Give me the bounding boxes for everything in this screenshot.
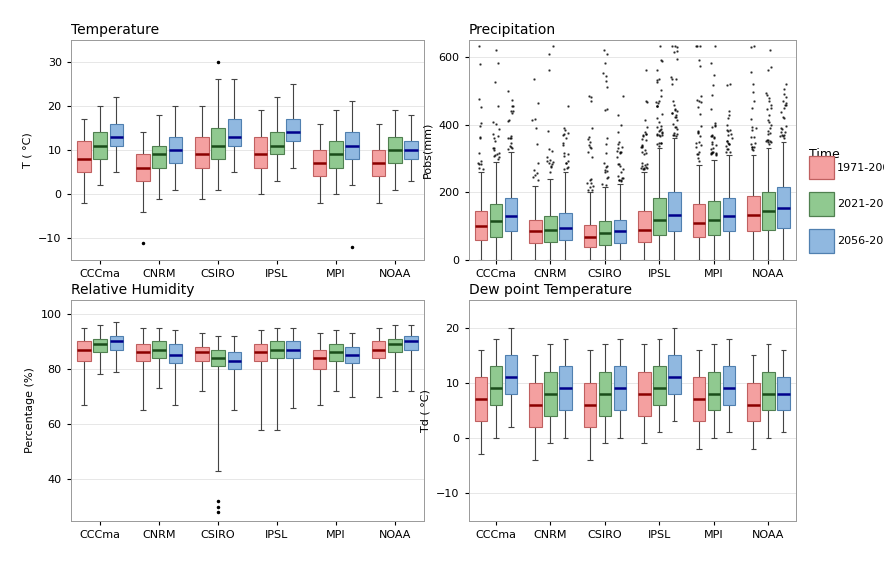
Bar — [227, 119, 241, 145]
Bar — [110, 336, 123, 350]
Bar — [529, 220, 542, 243]
Bar — [583, 225, 596, 247]
Bar — [762, 192, 774, 230]
Y-axis label: T ( °C): T ( °C) — [23, 132, 33, 168]
Bar — [271, 132, 284, 155]
Bar — [136, 344, 149, 361]
Text: 2021-2055: 2021-2055 — [837, 199, 884, 209]
Bar — [559, 366, 572, 410]
Text: Dew point Temperature: Dew point Temperature — [469, 284, 631, 297]
Bar — [598, 221, 611, 245]
Bar — [372, 150, 385, 177]
Bar — [152, 145, 166, 168]
Bar — [404, 336, 418, 350]
Bar — [372, 341, 385, 358]
Bar — [722, 198, 735, 231]
Bar — [707, 372, 720, 410]
Y-axis label: Pobs(mm): Pobs(mm) — [423, 122, 433, 178]
Bar — [505, 198, 517, 231]
Bar — [475, 377, 487, 421]
Bar — [169, 137, 182, 163]
Bar — [346, 347, 359, 363]
Bar — [638, 372, 651, 416]
Bar — [638, 211, 651, 242]
Bar — [475, 211, 487, 240]
Bar — [653, 198, 666, 235]
Bar — [388, 338, 401, 353]
Bar — [136, 155, 149, 181]
Bar — [747, 196, 759, 231]
Y-axis label: Percentage (%): Percentage (%) — [25, 367, 35, 453]
Bar — [490, 366, 502, 405]
Bar — [668, 192, 681, 231]
Bar — [94, 132, 107, 159]
Bar — [653, 366, 666, 405]
Bar — [211, 350, 225, 366]
Bar — [490, 204, 502, 237]
Bar — [583, 383, 596, 427]
Text: 2056-2085: 2056-2085 — [837, 236, 884, 246]
Bar — [211, 128, 225, 159]
Bar — [329, 344, 343, 361]
Bar — [668, 355, 681, 394]
Bar — [195, 347, 209, 361]
Bar — [286, 341, 300, 358]
Text: Relative Humidity: Relative Humidity — [71, 284, 194, 297]
Bar — [404, 141, 418, 159]
Bar — [254, 137, 268, 168]
Bar — [346, 132, 359, 159]
Bar — [544, 216, 557, 242]
Bar — [195, 137, 209, 168]
Bar — [777, 377, 789, 410]
Bar — [169, 344, 182, 363]
Y-axis label: Td ( °C): Td ( °C) — [421, 389, 431, 432]
Bar — [505, 355, 517, 394]
Bar — [286, 119, 300, 141]
Bar — [77, 141, 91, 172]
Text: Temperature: Temperature — [71, 23, 159, 37]
Bar — [613, 366, 626, 410]
Bar — [722, 366, 735, 405]
Bar — [329, 141, 343, 168]
Bar — [313, 150, 326, 177]
Bar — [110, 123, 123, 145]
Bar — [613, 220, 626, 243]
Bar — [692, 204, 705, 237]
Bar — [559, 213, 572, 240]
Bar — [94, 338, 107, 353]
Bar — [271, 341, 284, 358]
Bar — [152, 341, 166, 358]
Bar — [544, 372, 557, 416]
Bar — [707, 201, 720, 235]
Bar — [388, 137, 401, 163]
Bar — [762, 372, 774, 410]
Bar — [747, 383, 759, 421]
Bar — [313, 350, 326, 369]
Bar — [77, 341, 91, 361]
Bar — [529, 383, 542, 427]
Bar — [598, 372, 611, 416]
Text: Precipitation: Precipitation — [469, 23, 556, 37]
Bar — [254, 344, 268, 361]
Bar — [227, 353, 241, 369]
Bar — [692, 377, 705, 421]
Bar — [777, 187, 789, 228]
Text: 1971-2005: 1971-2005 — [837, 162, 884, 173]
Text: Time: Time — [809, 148, 840, 161]
